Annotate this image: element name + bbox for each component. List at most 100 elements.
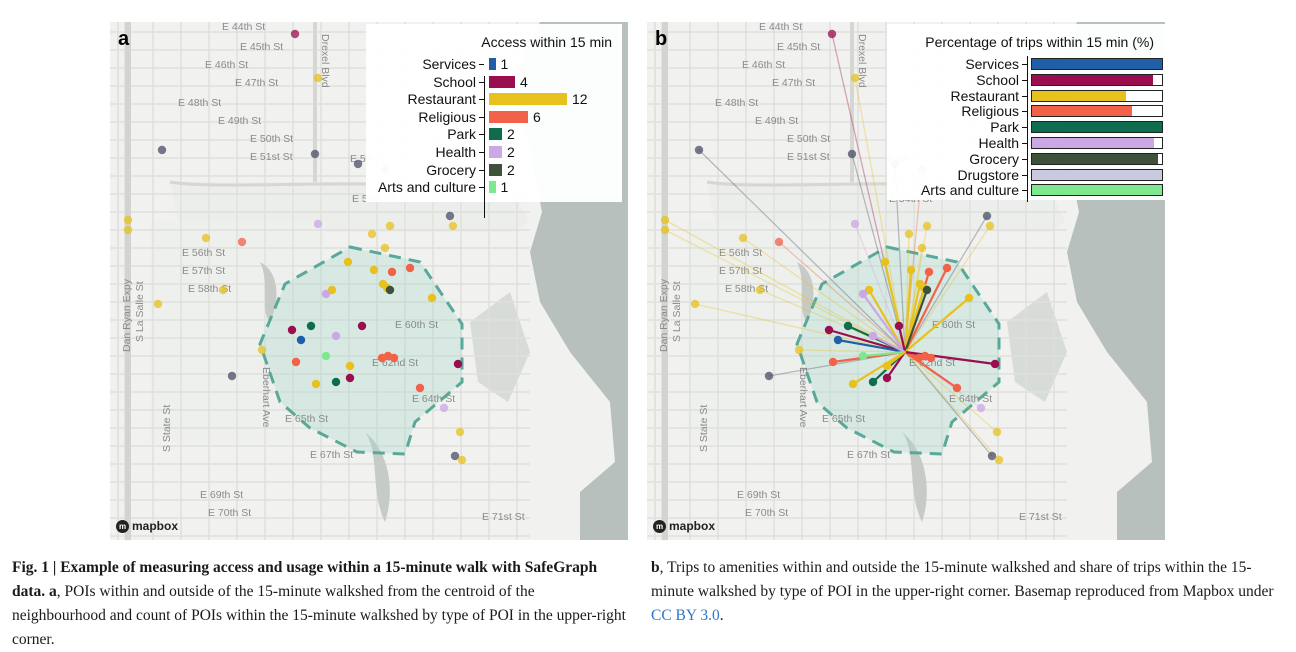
- poi-marker[interactable]: [353, 159, 363, 169]
- poi-marker[interactable]: [287, 325, 297, 335]
- poi-marker[interactable]: [755, 285, 765, 295]
- poi-marker[interactable]: [868, 377, 878, 387]
- poi-marker[interactable]: [153, 299, 163, 309]
- poi-marker[interactable]: [415, 383, 425, 393]
- poi-marker[interactable]: [994, 455, 1004, 465]
- poi-marker[interactable]: [843, 321, 853, 331]
- poi-marker[interactable]: [917, 243, 927, 253]
- poi-marker[interactable]: [385, 221, 395, 231]
- street-label: E 46th St: [205, 59, 248, 71]
- poi-marker[interactable]: [868, 331, 878, 341]
- poi-marker[interactable]: [296, 335, 306, 345]
- poi-marker[interactable]: [455, 427, 465, 437]
- poi-marker[interactable]: [290, 29, 300, 39]
- poi-marker[interactable]: [357, 321, 367, 331]
- poi-marker[interactable]: [343, 257, 353, 267]
- poi-marker[interactable]: [904, 229, 914, 239]
- poi-marker[interactable]: [369, 265, 379, 275]
- poi-marker[interactable]: [345, 373, 355, 383]
- poi-marker[interactable]: [985, 221, 995, 231]
- poi-marker[interactable]: [387, 267, 397, 277]
- poi-marker[interactable]: [367, 229, 377, 239]
- poi-marker[interactable]: [311, 379, 321, 389]
- poi-marker[interactable]: [227, 371, 237, 381]
- poi-marker[interactable]: [321, 289, 331, 299]
- poi-marker[interactable]: [331, 377, 341, 387]
- poi-marker[interactable]: [427, 293, 437, 303]
- poi-marker[interactable]: [976, 403, 986, 413]
- license-link[interactable]: CC BY 3.0: [651, 607, 720, 624]
- trip-line: [861, 350, 907, 358]
- poi-marker[interactable]: [926, 353, 936, 363]
- legend-tick: [1022, 190, 1027, 192]
- mapbox-logo[interactable]: m mapbox: [116, 519, 178, 533]
- poi-marker[interactable]: [450, 451, 460, 461]
- poi-marker[interactable]: [313, 219, 323, 229]
- poi-marker[interactable]: [828, 357, 838, 367]
- legend-bar-track: [1031, 89, 1163, 102]
- poi-marker[interactable]: [327, 285, 337, 295]
- poi-marker[interactable]: [864, 285, 874, 295]
- poi-marker[interactable]: [924, 267, 934, 277]
- poi-marker[interactable]: [882, 361, 892, 371]
- poi-marker[interactable]: [894, 321, 904, 331]
- poi-marker[interactable]: [922, 221, 932, 231]
- poi-marker[interactable]: [990, 359, 1000, 369]
- poi-marker[interactable]: [331, 331, 341, 341]
- poi-marker[interactable]: [964, 293, 974, 303]
- poi-marker[interactable]: [922, 285, 932, 295]
- poi-marker[interactable]: [123, 215, 133, 225]
- poi-marker[interactable]: [906, 265, 916, 275]
- poi-marker[interactable]: [794, 345, 804, 355]
- poi-marker[interactable]: [942, 263, 952, 273]
- poi-marker[interactable]: [237, 237, 247, 247]
- poi-marker[interactable]: [439, 403, 449, 413]
- poi-marker[interactable]: [987, 451, 997, 461]
- poi-marker[interactable]: [952, 383, 962, 393]
- poi-marker[interactable]: [310, 149, 320, 159]
- poi-marker[interactable]: [306, 321, 316, 331]
- poi-marker[interactable]: [827, 29, 837, 39]
- poi-marker[interactable]: [824, 325, 834, 335]
- poi-marker[interactable]: [345, 361, 355, 371]
- poi-marker[interactable]: [694, 145, 704, 155]
- poi-marker[interactable]: [257, 345, 267, 355]
- poi-marker[interactable]: [660, 225, 670, 235]
- poi-marker[interactable]: [833, 335, 843, 345]
- poi-marker[interactable]: [982, 211, 992, 221]
- poi-marker[interactable]: [690, 299, 700, 309]
- poi-marker[interactable]: [850, 219, 860, 229]
- poi-marker[interactable]: [385, 285, 395, 295]
- street-label: E 45th St: [777, 41, 820, 53]
- poi-marker[interactable]: [774, 237, 784, 247]
- poi-marker[interactable]: [123, 225, 133, 235]
- poi-marker[interactable]: [448, 221, 458, 231]
- poi-marker[interactable]: [453, 359, 463, 369]
- poi-marker[interactable]: [445, 211, 455, 221]
- poi-marker[interactable]: [218, 285, 228, 295]
- street-label: E 64th St: [412, 393, 455, 405]
- poi-marker[interactable]: [858, 289, 868, 299]
- street-label: E 57th St: [719, 265, 762, 277]
- poi-marker[interactable]: [457, 455, 467, 465]
- poi-marker[interactable]: [313, 73, 323, 83]
- poi-marker[interactable]: [764, 371, 774, 381]
- poi-marker[interactable]: [389, 353, 399, 363]
- poi-marker[interactable]: [157, 145, 167, 155]
- poi-marker[interactable]: [660, 215, 670, 225]
- legend-value: 2: [507, 126, 515, 143]
- poi-marker[interactable]: [738, 233, 748, 243]
- poi-marker[interactable]: [880, 257, 890, 267]
- poi-marker[interactable]: [201, 233, 211, 243]
- poi-marker[interactable]: [992, 427, 1002, 437]
- poi-marker[interactable]: [882, 373, 892, 383]
- poi-marker[interactable]: [850, 73, 860, 83]
- poi-marker[interactable]: [291, 357, 301, 367]
- poi-marker[interactable]: [847, 149, 857, 159]
- poi-marker[interactable]: [858, 351, 868, 361]
- poi-marker[interactable]: [848, 379, 858, 389]
- poi-marker[interactable]: [321, 351, 331, 361]
- poi-marker[interactable]: [380, 243, 390, 253]
- mapbox-logo[interactable]: m mapbox: [653, 519, 715, 533]
- poi-marker[interactable]: [405, 263, 415, 273]
